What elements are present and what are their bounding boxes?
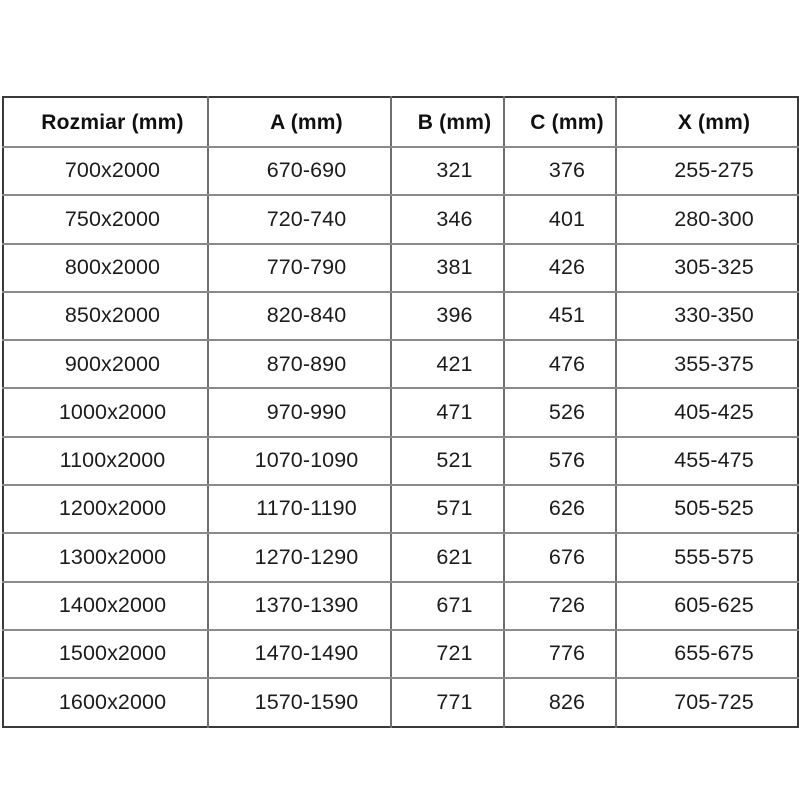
- cell-rozmiar: 1100x2000: [3, 436, 209, 487]
- cell-b: 396: [391, 291, 505, 342]
- cell-c: 626: [504, 485, 617, 535]
- table-row: 1400x2000 1370-1390 671 726 605-625: [3, 581, 798, 631]
- cell-x: 655-675: [616, 629, 798, 680]
- specification-table-container: Rozmiar (mm) A (mm) B (mm) C (mm) X (mm)…: [2, 96, 799, 728]
- cell-rozmiar: 1600x2000: [3, 678, 209, 727]
- cell-b: 621: [391, 533, 505, 583]
- cell-rozmiar: 800x2000: [3, 243, 209, 293]
- cell-x: 305-325: [616, 243, 798, 293]
- table-header-row: Rozmiar (mm) A (mm) B (mm) C (mm) X (mm): [3, 97, 798, 148]
- cell-a: 1070-1090: [208, 436, 392, 487]
- table-row: 1100x2000 1070-1090 521 576 455-475: [3, 436, 798, 487]
- table-row: 700x2000 670-690 321 376 255-275: [3, 147, 798, 197]
- column-header-c: C (mm): [504, 97, 617, 148]
- cell-a: 670-690: [208, 147, 392, 197]
- cell-c: 776: [504, 629, 617, 680]
- table-row: 1000x2000 970-990 471 526 405-425: [3, 388, 798, 438]
- cell-a: 1370-1390: [208, 581, 392, 631]
- dimensions-table: Rozmiar (mm) A (mm) B (mm) C (mm) X (mm)…: [2, 96, 799, 728]
- cell-b: 346: [391, 195, 505, 245]
- cell-b: 771: [391, 678, 505, 727]
- cell-c: 726: [504, 581, 617, 631]
- cell-b: 521: [391, 436, 505, 487]
- column-header-rozmiar: Rozmiar (mm): [3, 97, 209, 148]
- column-header-x: X (mm): [616, 97, 798, 148]
- table-row: 1500x2000 1470-1490 721 776 655-675: [3, 629, 798, 680]
- cell-x: 505-525: [616, 485, 798, 535]
- cell-b: 721: [391, 629, 505, 680]
- cell-x: 255-275: [616, 147, 798, 197]
- cell-rozmiar: 1200x2000: [3, 485, 209, 535]
- cell-b: 571: [391, 485, 505, 535]
- cell-a: 1270-1290: [208, 533, 392, 583]
- cell-b: 471: [391, 388, 505, 438]
- cell-c: 401: [504, 195, 617, 245]
- table-body: 700x2000 670-690 321 376 255-275 750x2000 720-…: [3, 147, 798, 727]
- cell-x: 605-625: [616, 581, 798, 631]
- cell-rozmiar: 750x2000: [3, 195, 209, 245]
- cell-x: 280-300: [616, 195, 798, 245]
- table-row: 1200x2000 1170-1190 571 626 505-525: [3, 485, 798, 535]
- cell-a: 1470-1490: [208, 629, 392, 680]
- cell-a: 820-840: [208, 291, 392, 342]
- cell-rozmiar: 1000x2000: [3, 388, 209, 438]
- cell-x: 405-425: [616, 388, 798, 438]
- cell-rozmiar: 900x2000: [3, 340, 209, 390]
- table-row: 850x2000 820-840 396 451 330-350: [3, 291, 798, 342]
- cell-c: 526: [504, 388, 617, 438]
- cell-rozmiar: 700x2000: [3, 147, 209, 197]
- cell-a: 970-990: [208, 388, 392, 438]
- cell-a: 770-790: [208, 243, 392, 293]
- cell-c: 576: [504, 436, 617, 487]
- cell-a: 870-890: [208, 340, 392, 390]
- cell-x: 555-575: [616, 533, 798, 583]
- cell-rozmiar: 850x2000: [3, 291, 209, 342]
- cell-c: 451: [504, 291, 617, 342]
- cell-rozmiar: 1300x2000: [3, 533, 209, 583]
- table-header: Rozmiar (mm) A (mm) B (mm) C (mm) X (mm): [3, 97, 798, 148]
- cell-b: 421: [391, 340, 505, 390]
- cell-c: 826: [504, 678, 617, 727]
- table-row: 900x2000 870-890 421 476 355-375: [3, 340, 798, 390]
- cell-rozmiar: 1400x2000: [3, 581, 209, 631]
- cell-c: 426: [504, 243, 617, 293]
- cell-c: 676: [504, 533, 617, 583]
- cell-b: 321: [391, 147, 505, 197]
- table-row: 1600x2000 1570-1590 771 826 705-725: [3, 678, 798, 727]
- cell-x: 455-475: [616, 436, 798, 487]
- cell-c: 476: [504, 340, 617, 390]
- cell-rozmiar: 1500x2000: [3, 629, 209, 680]
- column-header-a: A (mm): [208, 97, 392, 148]
- cell-b: 381: [391, 243, 505, 293]
- cell-a: 1570-1590: [208, 678, 392, 727]
- cell-c: 376: [504, 147, 617, 197]
- column-header-b: B (mm): [391, 97, 505, 148]
- cell-x: 355-375: [616, 340, 798, 390]
- table-row: 800x2000 770-790 381 426 305-325: [3, 243, 798, 293]
- cell-x: 330-350: [616, 291, 798, 342]
- cell-b: 671: [391, 581, 505, 631]
- table-row: 1300x2000 1270-1290 621 676 555-575: [3, 533, 798, 583]
- cell-a: 720-740: [208, 195, 392, 245]
- cell-a: 1170-1190: [208, 485, 392, 535]
- table-row: 750x2000 720-740 346 401 280-300: [3, 195, 798, 245]
- cell-x: 705-725: [674, 689, 754, 714]
